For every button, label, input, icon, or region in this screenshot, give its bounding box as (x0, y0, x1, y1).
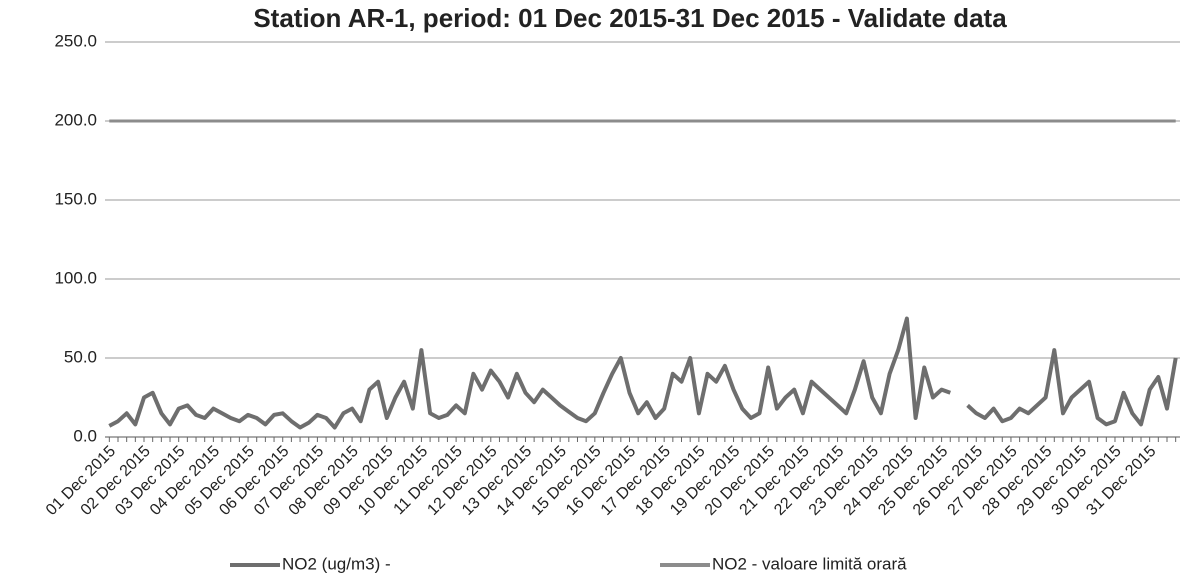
legend-label: NO2 - valoare limită orară (712, 554, 907, 573)
y-tick-label: 50.0 (64, 347, 97, 366)
y-tick-label: 250.0 (54, 31, 97, 50)
series-line (108, 316, 1178, 430)
chart-title: Station AR-1, period: 01 Dec 2015-31 Dec… (253, 3, 1007, 33)
y-tick-label: 0.0 (73, 426, 97, 445)
y-tick-label: 100.0 (54, 268, 97, 287)
y-tick-label: 150.0 (54, 189, 97, 208)
legend-label: NO2 (ug/m3) - (282, 554, 391, 573)
y-tick-label: 200.0 (54, 110, 97, 129)
